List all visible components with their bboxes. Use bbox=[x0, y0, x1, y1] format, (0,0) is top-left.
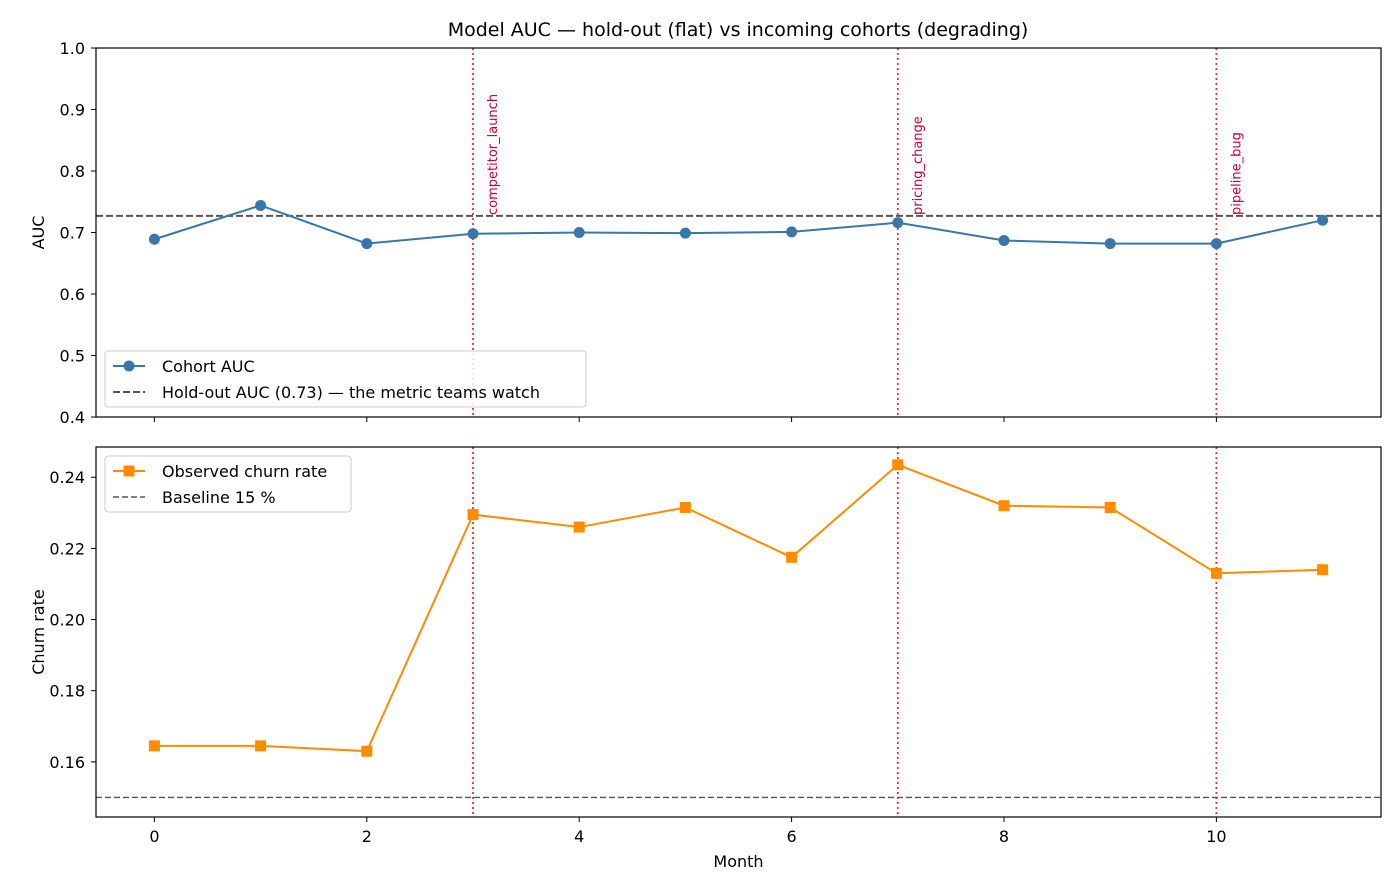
data-point bbox=[892, 217, 904, 229]
x-tick-label: 0 bbox=[149, 827, 159, 846]
legend-label: Observed churn rate bbox=[162, 462, 327, 481]
y-tick-label: 1.0 bbox=[60, 39, 85, 58]
data-point bbox=[361, 238, 373, 250]
data-point bbox=[1317, 214, 1329, 226]
data-point bbox=[786, 226, 798, 238]
event-label: pricing_change bbox=[911, 116, 926, 215]
y-tick-label: 0.20 bbox=[49, 611, 85, 630]
y-tick-label: 0.9 bbox=[60, 101, 85, 120]
y-tick-label: 0.4 bbox=[60, 408, 85, 427]
data-point bbox=[1210, 238, 1222, 250]
series-line bbox=[154, 204, 1323, 245]
x-tick-label: 2 bbox=[362, 827, 372, 846]
data-point bbox=[1104, 501, 1116, 513]
legend: Observed churn rate Baseline 15 % bbox=[104, 455, 352, 513]
series-line bbox=[154, 463, 1323, 753]
y-tick-label: 0.8 bbox=[60, 162, 85, 181]
x-tick-label: 10 bbox=[1206, 827, 1226, 846]
data-point bbox=[679, 227, 691, 239]
data-point bbox=[361, 745, 373, 757]
legend-label: Cohort AUC bbox=[162, 357, 255, 376]
legend-marker bbox=[123, 465, 135, 477]
legend-box bbox=[104, 455, 352, 513]
data-point bbox=[255, 199, 267, 211]
legend-box bbox=[104, 350, 587, 408]
y-tick-label: 0.24 bbox=[49, 468, 85, 487]
data-point bbox=[679, 501, 691, 513]
x-tick-label: 6 bbox=[787, 827, 797, 846]
legend: Cohort AUC Hold-out AUC (0.73) — the metr… bbox=[104, 350, 587, 408]
x-tick-label: 4 bbox=[574, 827, 584, 846]
chart-title: Model AUC — hold-out (flat) vs incoming … bbox=[448, 19, 1029, 41]
event-label: pipeline_bug bbox=[1229, 132, 1244, 215]
legend-label: Hold-out AUC (0.73) — the metric teams w… bbox=[162, 383, 540, 402]
data-point bbox=[467, 228, 479, 240]
legend-label: Baseline 15 % bbox=[162, 488, 276, 507]
data-point bbox=[998, 234, 1010, 246]
data-point bbox=[148, 740, 160, 752]
y-tick-label: 0.18 bbox=[49, 682, 85, 701]
data-point bbox=[573, 227, 585, 238]
data-point bbox=[1317, 564, 1329, 576]
data-point bbox=[255, 740, 267, 752]
y-tick-label: 0.6 bbox=[60, 285, 85, 304]
data-point bbox=[998, 500, 1010, 512]
data-point bbox=[467, 509, 479, 521]
data-point bbox=[892, 459, 904, 471]
x-tick-label: 8 bbox=[999, 827, 1009, 846]
data-point bbox=[786, 551, 798, 563]
y-tick-label: 0.16 bbox=[49, 753, 85, 772]
data-point bbox=[148, 233, 160, 245]
event-label: competitor_launch bbox=[486, 94, 501, 215]
axes-frame bbox=[95, 446, 1382, 818]
x-axis-label: Month bbox=[713, 852, 763, 871]
y-tick-label: 0.7 bbox=[60, 224, 85, 243]
churn-panel: 0.16 0.18 0.20 0.22 0.24 0 2 4 6 8 10 Churn rate Mon… bbox=[29, 446, 1382, 871]
data-point bbox=[573, 521, 585, 533]
auc-panel: competitor_launch pricing_change pipeline_… bbox=[29, 39, 1382, 427]
legend-marker bbox=[123, 360, 135, 372]
data-point bbox=[1104, 238, 1116, 250]
y-axis-label: AUC bbox=[29, 216, 48, 250]
data-point bbox=[1210, 567, 1222, 579]
y-tick-label: 0.22 bbox=[49, 539, 85, 558]
y-axis-label: Churn rate bbox=[29, 589, 48, 674]
y-tick-label: 0.5 bbox=[60, 347, 85, 366]
